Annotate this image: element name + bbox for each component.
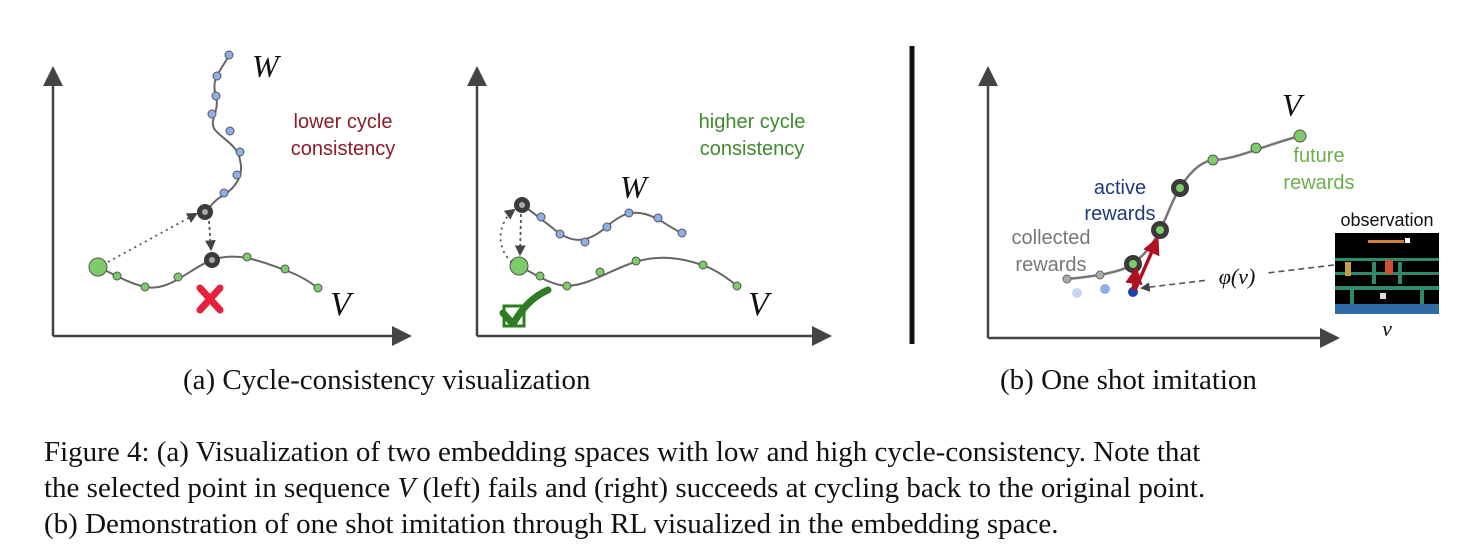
panel-a1-w-label: W: [252, 48, 282, 84]
panel-b-phi-label: φ(v): [1219, 264, 1256, 289]
subcaption-b: (b) One shot imitation: [1000, 364, 1257, 396]
panel-a2-w-points: [536, 208, 687, 247]
caption-line-2: the selected point in sequence V (left) …: [44, 470, 1464, 506]
panel-a2-annotation-line2: consistency: [700, 138, 805, 160]
caption-line-2-var: V: [397, 472, 416, 504]
panel-b-future-line2: rewards: [1283, 172, 1354, 194]
panel-a2-high-consistency: W V higher cycle consistency: [467, 66, 832, 346]
panel-b-observation-title: observation: [1340, 210, 1433, 230]
panel-a1-selected-w-point: [197, 204, 213, 220]
panel-a2-w-label: W: [620, 169, 650, 205]
panel-b-future-points: [1207, 129, 1307, 166]
panel-a2-forward-arrow: [499, 208, 516, 263]
panel-a1-forward-arrow: [107, 212, 198, 263]
panel-a1-w-points: [207, 50, 245, 198]
panel-a2-start-point: [509, 256, 529, 276]
panel-a2-v-points: [535, 256, 742, 291]
panel-b-active-line2: rewards: [1084, 203, 1155, 225]
figure-caption: Figure 4: (a) Visualization of two embed…: [44, 434, 1464, 542]
subcaption-a: (a) Cycle-consistency visualization: [183, 364, 591, 396]
panel-a2-selected-w-point: [514, 197, 530, 213]
checkmark-icon: [499, 286, 552, 328]
caption-line-2-after: (left) fails and (right) succeeds at cyc…: [415, 472, 1206, 504]
panel-a1-start-point: [88, 257, 108, 277]
panel-b-history-points: [1072, 284, 1138, 298]
panel-a1-backward-arrow: [204, 220, 216, 252]
panel-b-collected-line2: rewards: [1015, 254, 1086, 276]
panel-a1-selected-v-point: [204, 252, 220, 268]
cross-icon: [196, 284, 224, 314]
panel-b-phi-arrow: [1140, 264, 1335, 292]
panel-b-active-point-2: [1151, 221, 1169, 239]
caption-line-1: Figure 4: (a) Visualization of two embed…: [44, 436, 1201, 468]
panel-b-axes: [978, 66, 1340, 348]
panel-b-one-shot: φ(v) V future rewards active rewards col…: [978, 66, 1439, 348]
panel-b-v-label: V: [1282, 87, 1305, 123]
panel-b-red-arrows: [1125, 236, 1160, 291]
panel-a2-annotation-line1: higher cycle: [699, 111, 806, 133]
panel-a1-annotation-line1: lower cycle: [294, 111, 393, 133]
observation-game-thumbnail: [1335, 233, 1439, 314]
panel-b-observation-label: v: [1382, 316, 1392, 341]
caption-line-2-before: the selected point in sequence: [44, 472, 398, 504]
panel-a1-axes: [43, 66, 412, 346]
panel-b-collected-points: [1062, 270, 1105, 284]
panel-b-future-line1: future: [1293, 145, 1344, 167]
panel-a2-v-label: V: [748, 286, 773, 323]
panel-a1-v-label: V: [330, 286, 355, 323]
panel-b-active-line1: active: [1094, 177, 1146, 199]
caption-line-3: (b) Demonstration of one shot imitation …: [44, 508, 1059, 540]
panel-a2-axes: [467, 66, 832, 346]
panel-b-collected-line1: collected: [1012, 227, 1091, 249]
panel-b-active-point-1: [1124, 255, 1142, 273]
panel-a1-low-consistency: W V lower cycle consistency: [43, 48, 412, 346]
panel-b-active-point-3: [1171, 179, 1189, 197]
panel-a1-v-points: [112, 252, 323, 293]
panel-a2-backward-arrow: [514, 213, 526, 257]
panel-a1-annotation-line2: consistency: [291, 138, 396, 160]
